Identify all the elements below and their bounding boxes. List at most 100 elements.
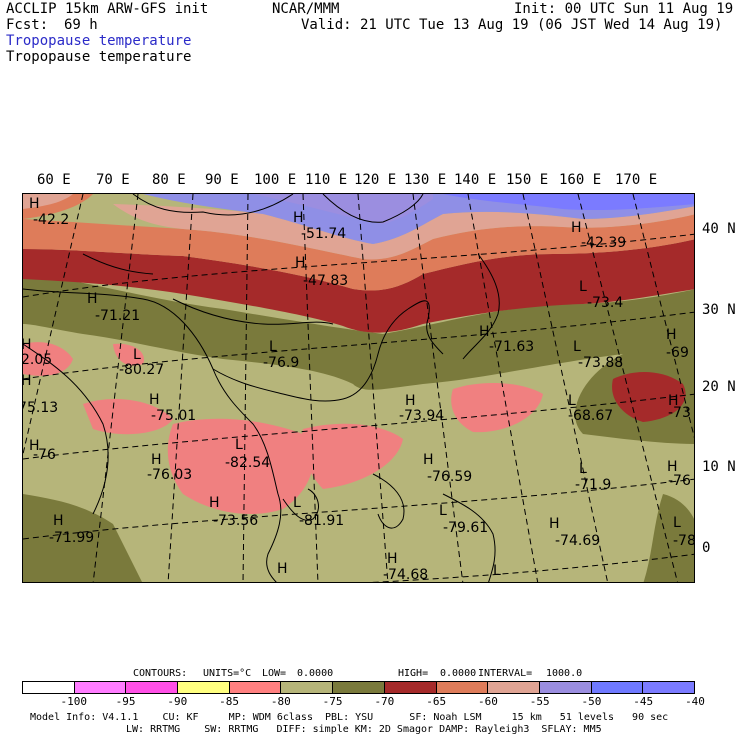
map-label-value: -73 <box>668 405 691 421</box>
lon-label: 160 E <box>559 172 602 188</box>
map-label-value: -78 <box>673 533 695 549</box>
map-label-value: -81.91 <box>299 513 345 529</box>
colorbar <box>22 681 695 694</box>
low-value: 0.0000 <box>297 668 334 679</box>
map-label-marker: L <box>673 515 681 531</box>
map-label-marker: H <box>151 452 162 468</box>
map-label-value: -82.54 <box>225 455 271 471</box>
map-label-value: -75.13 <box>23 400 59 416</box>
map-label-value: -73.56 <box>213 513 259 529</box>
colorbar-swatch <box>74 682 127 693</box>
map-label-value: -76.59 <box>427 469 473 485</box>
map-label-marker: L <box>133 347 141 363</box>
colorbar-swatch <box>488 682 540 693</box>
colorbar-label: -45 <box>633 695 654 708</box>
map-label-marker: L <box>269 339 277 355</box>
shade-bright-blue <box>443 194 694 211</box>
graticule <box>23 194 694 582</box>
colorbar-swatch <box>539 682 592 693</box>
map-label-marker: H <box>277 561 288 577</box>
shade-dark-olive-band <box>23 274 694 444</box>
map-label-value: -42.39 <box>581 235 627 251</box>
map-label-value: -76 <box>668 473 691 489</box>
shade-red-brown-band <box>23 239 694 333</box>
map-label-marker: H <box>22 337 32 353</box>
shade-dark-red-se <box>612 372 686 422</box>
colorbar-swatch <box>126 682 179 693</box>
map-label-value: -76.03 <box>147 467 193 483</box>
map-label-marker: H <box>387 551 398 567</box>
colorbar-label: -40 <box>685 695 705 708</box>
colorbar-swatch <box>23 682 75 693</box>
shade-pink-bay <box>83 399 173 435</box>
map-label-marker: H <box>53 513 64 529</box>
lat-label: 10 N <box>702 459 736 475</box>
colorbar-swatch <box>229 682 282 693</box>
shade-dark-olive-sw <box>23 494 142 582</box>
shade-light-pink-band <box>113 204 694 260</box>
model-info-line2: LW: RRTMG SW: RRTMG DIFF: simple KM: 2D … <box>126 724 602 735</box>
lat-label: 20 N <box>702 379 736 395</box>
map-label-marker: H <box>293 210 304 226</box>
map-label-marker: L <box>579 461 587 477</box>
colorbar-label: -85 <box>219 695 239 708</box>
high-value: 0.0000 <box>440 668 477 679</box>
lon-label: 100 E <box>254 172 297 188</box>
high-label: HIGH= <box>398 668 429 679</box>
map-label-value: -76.9 <box>263 355 300 371</box>
map-label-marker: H <box>149 392 160 408</box>
map-label-value: -80.27 <box>119 362 165 378</box>
shade-dark-olive-se <box>643 494 694 582</box>
map-label-marker: L <box>493 563 501 579</box>
map-label-marker: H <box>295 255 306 271</box>
colorbar-label: -100 <box>60 695 88 708</box>
map-label-value: -71.21 <box>95 308 141 324</box>
init-time: Init: 00 UTC Sun 11 Aug 19 <box>514 1 734 17</box>
map-label-marker: H <box>87 291 98 307</box>
map-label-marker: H <box>668 393 679 409</box>
colorbar-swatch <box>436 682 489 693</box>
colorbar-label: -95 <box>115 695 136 708</box>
colorbar-swatch <box>384 682 437 693</box>
field-title-shaded: Tropopause temperature <box>6 33 192 49</box>
lon-label: 140 E <box>454 172 497 188</box>
colorbar-swatch <box>591 682 644 693</box>
center-label: NCAR/MMM <box>272 1 340 17</box>
map-label-marker: H <box>209 495 220 511</box>
interval-value: 1000.0 <box>546 668 583 679</box>
lat-label: 0 <box>702 540 711 556</box>
colorbar-label: -50 <box>581 695 602 708</box>
map-label-value: -71.99 <box>49 530 95 546</box>
map-label-value: -73.88 <box>578 355 624 371</box>
units-label: UNITS=°C <box>203 668 252 679</box>
map-label-value: -74.69 <box>555 533 601 549</box>
map-label-value: -79.61 <box>443 520 489 536</box>
colorbar-label: -55 <box>529 695 550 708</box>
interval-label: INTERVAL= <box>478 668 533 679</box>
colorbar-swatch <box>178 682 230 693</box>
shade-salmon-band <box>23 214 694 291</box>
coastlines <box>23 194 500 582</box>
model-info-line1: Model Info: V4.1.1 CU: KF MP: WDM 6class… <box>30 712 669 723</box>
shade-lavender <box>253 194 433 224</box>
map-label-marker: H <box>29 438 40 454</box>
map-label-marker: L <box>568 393 576 409</box>
lon-label: 110 E <box>305 172 348 188</box>
colorbar-label: -75 <box>322 695 343 708</box>
lon-label: 170 E <box>615 172 658 188</box>
lon-label: 70 E <box>96 172 130 188</box>
map-label-marker: L <box>293 495 301 511</box>
map-label-marker: H <box>666 327 677 343</box>
shade-pink-mid <box>113 343 144 366</box>
tropopause-temperature-map: H -42.2 H -51.74 H -47.83 H -42.39 H -71… <box>22 193 695 583</box>
map-label-value: -72.05 <box>23 352 53 368</box>
colorbar-label: -90 <box>167 695 188 708</box>
lon-label: 90 E <box>205 172 239 188</box>
map-label-value: -71.9 <box>575 477 612 493</box>
map-label-marker: H <box>405 393 416 409</box>
lat-label: 40 N <box>702 221 736 237</box>
colorbar-label: -70 <box>374 695 395 708</box>
map-label-value: -73.94 <box>399 408 445 424</box>
lon-label: 60 E <box>37 172 71 188</box>
colorbar-swatch <box>643 682 694 693</box>
